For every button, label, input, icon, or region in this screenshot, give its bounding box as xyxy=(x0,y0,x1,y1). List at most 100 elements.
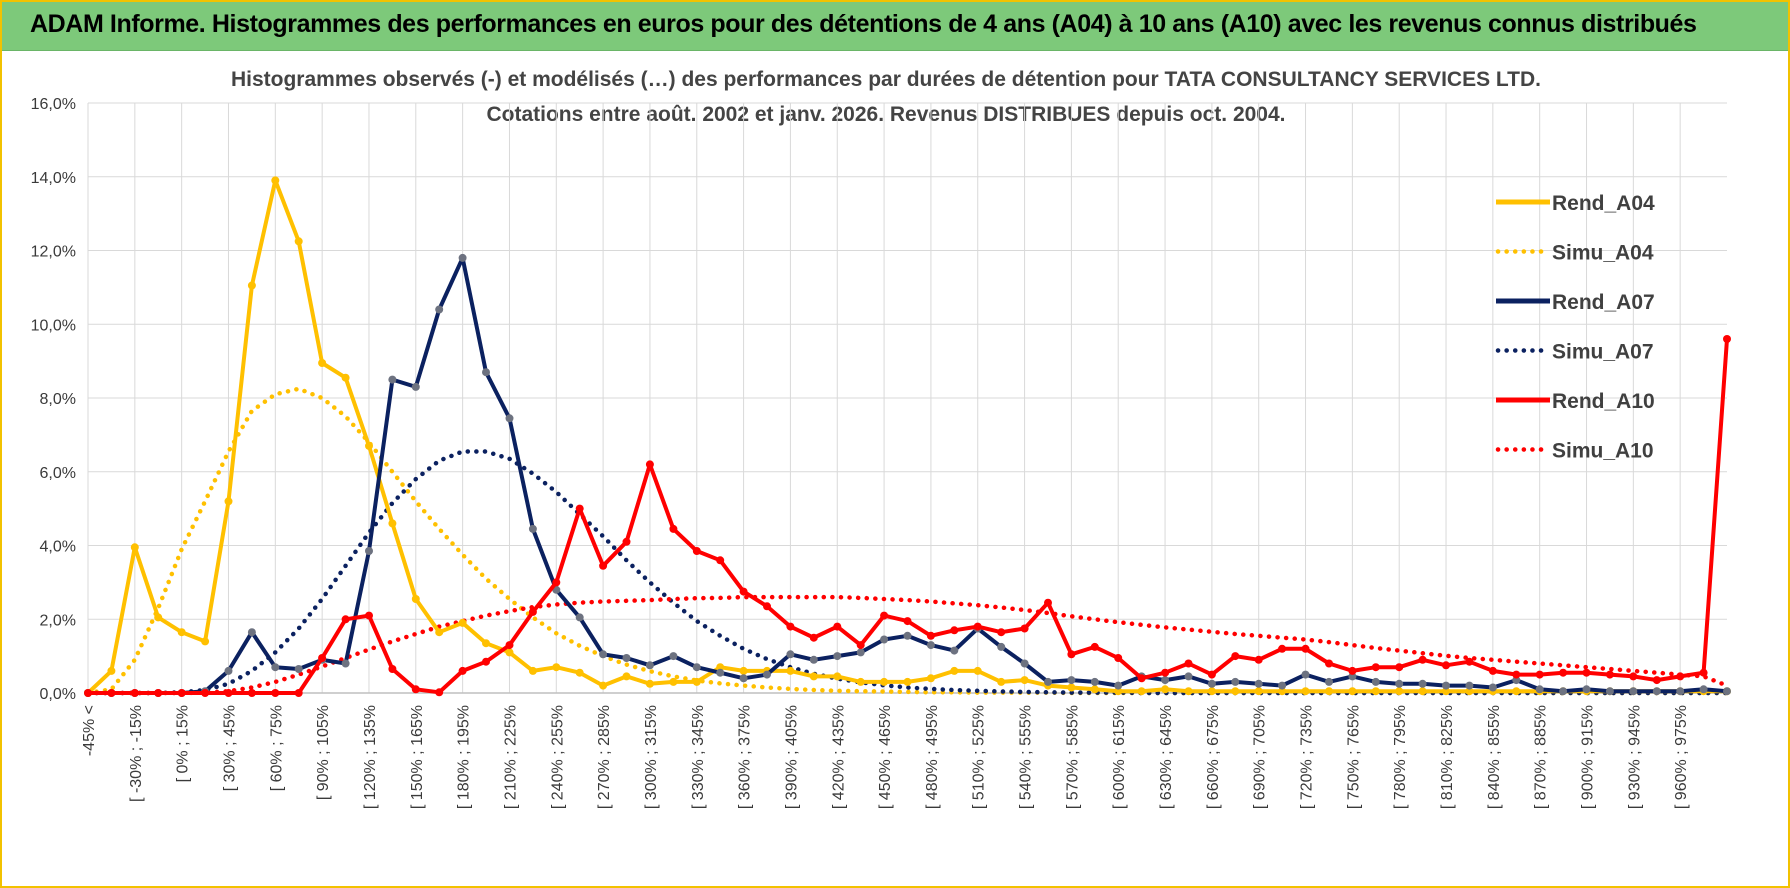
legend-item-Simu_A04: Simu_A04 xyxy=(1495,242,1654,265)
x-tick-label: [ 780% ; 795% xyxy=(1392,705,1409,809)
data-point xyxy=(1090,642,1099,651)
x-tick-label: [ 570% ; 585% xyxy=(1064,705,1081,809)
x-tick-label: [ 900% ; 915% xyxy=(1580,705,1597,809)
x-tick-label: [ 660% ; 675% xyxy=(1205,705,1222,809)
data-point xyxy=(1418,687,1427,696)
data-point xyxy=(903,677,912,686)
data-point xyxy=(1325,687,1333,696)
data-point xyxy=(1301,644,1310,653)
data-point xyxy=(1254,655,1263,664)
data-point xyxy=(1231,652,1240,661)
data-point xyxy=(1184,687,1193,696)
data-point xyxy=(1114,687,1123,696)
data-point xyxy=(271,176,280,185)
data-point xyxy=(1020,624,1029,633)
data-point xyxy=(669,677,678,686)
y-tick-label: 16,0% xyxy=(31,96,76,113)
data-point xyxy=(1325,659,1333,668)
y-tick-label: 0,0% xyxy=(40,686,76,703)
x-tick-label: [ 60% ; 75% xyxy=(268,705,285,791)
data-point xyxy=(224,689,233,697)
x-tick-label: [ 690% ; 705% xyxy=(1252,705,1269,809)
x-tick-label: [ 840% ; 855% xyxy=(1486,705,1503,809)
data-point xyxy=(809,633,818,642)
data-point xyxy=(528,666,537,675)
data-point xyxy=(458,618,467,627)
legend-label: Simu_A04 xyxy=(1552,242,1654,265)
data-point xyxy=(856,677,865,686)
data-point xyxy=(1629,672,1638,681)
x-tick-label: [ 960% ; 975% xyxy=(1673,705,1690,809)
data-point xyxy=(177,628,186,637)
series-Simu_A10 xyxy=(85,594,1730,696)
data-point xyxy=(880,635,889,644)
data-point xyxy=(482,639,490,648)
data-point xyxy=(1535,670,1544,679)
data-point xyxy=(786,622,795,631)
data-point xyxy=(130,543,139,552)
data-point xyxy=(1254,679,1263,688)
banner-title: ADAM Informe. Histogrammes des performan… xyxy=(30,10,1697,38)
data-point xyxy=(1629,687,1638,696)
data-point xyxy=(973,622,982,631)
data-point xyxy=(1161,668,1170,677)
data-point xyxy=(1723,335,1731,343)
data-point xyxy=(1137,674,1146,683)
y-tick-label: 8,0% xyxy=(40,391,76,408)
x-tick-label: [ 180% ; 195% xyxy=(456,705,473,809)
data-point xyxy=(1582,668,1591,677)
data-point xyxy=(318,359,327,367)
data-point xyxy=(294,237,303,246)
data-point xyxy=(224,497,233,506)
data-point xyxy=(1114,654,1123,662)
data-point xyxy=(833,672,842,681)
data-point xyxy=(1044,677,1052,686)
data-point xyxy=(1161,676,1170,685)
data-point xyxy=(716,556,725,565)
data-point xyxy=(1184,672,1193,681)
series-line xyxy=(88,255,1728,695)
data-point xyxy=(739,587,748,596)
data-point xyxy=(739,666,748,675)
data-point xyxy=(1020,676,1029,685)
title-banner: ADAM Informe. Histogrammes des performan… xyxy=(2,2,1788,51)
data-point xyxy=(575,668,584,677)
data-point xyxy=(1114,681,1123,690)
data-point xyxy=(271,663,280,672)
series-line xyxy=(85,386,1730,696)
data-point xyxy=(763,602,771,611)
data-point xyxy=(1207,670,1216,679)
x-tick-label: [ 150% ; 165% xyxy=(409,705,426,809)
data-point xyxy=(1325,677,1333,686)
data-point xyxy=(1395,663,1404,672)
data-point xyxy=(177,689,186,697)
data-point xyxy=(552,663,561,672)
data-point xyxy=(201,689,210,697)
data-point xyxy=(1442,687,1450,696)
y-tick-label: 14,0% xyxy=(31,170,76,187)
data-point xyxy=(739,674,748,683)
data-point xyxy=(575,504,584,513)
data-point xyxy=(1371,663,1380,672)
data-point xyxy=(107,666,116,675)
x-tick-label: [ 270% ; 285% xyxy=(596,705,613,809)
data-point xyxy=(1559,687,1568,696)
data-point xyxy=(505,641,514,650)
data-point xyxy=(1231,687,1240,696)
data-point xyxy=(1278,681,1287,690)
x-tick-label: [ 600% ; 615% xyxy=(1111,705,1128,809)
data-point xyxy=(997,628,1006,637)
data-point xyxy=(435,688,444,697)
data-point xyxy=(84,689,92,697)
data-point xyxy=(1254,687,1263,696)
data-point xyxy=(716,668,725,677)
data-point xyxy=(201,637,210,646)
data-point xyxy=(1067,650,1076,659)
data-point xyxy=(692,677,701,686)
legend-item-Simu_A10: Simu_A10 xyxy=(1495,440,1654,463)
gridlines xyxy=(87,102,1727,694)
data-point xyxy=(599,561,608,570)
x-tick-label: [ 930% ; 945% xyxy=(1626,705,1643,809)
series-line xyxy=(85,594,1730,696)
data-point xyxy=(1512,687,1521,696)
